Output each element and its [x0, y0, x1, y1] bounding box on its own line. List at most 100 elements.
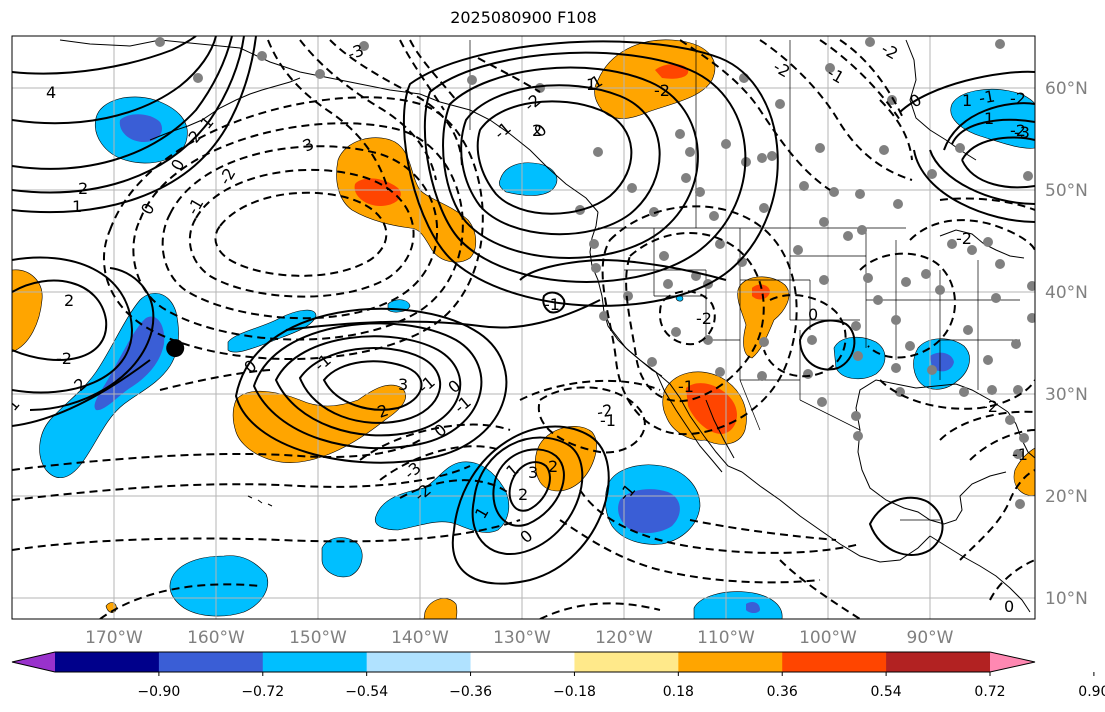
shading-positive — [12, 39, 1035, 619]
map-panel: 4 2 1 0 -2 -3 2 1 0 -1 2 -2 1 2 3 -2 -1 … — [3, 35, 1088, 648]
colorbar-tick-label: 0.54 — [871, 684, 902, 700]
colorbar-tick-label: −0.72 — [241, 684, 284, 700]
svg-text:3: 3 — [528, 463, 538, 482]
orange-blob-west-edge — [12, 269, 43, 353]
central-america — [929, 535, 1031, 613]
lon-tick-label: 100°W — [799, 628, 857, 648]
red-blob-alaska-north — [655, 64, 689, 79]
svg-text:-1: -1 — [977, 86, 996, 107]
svg-text:-2: -2 — [956, 229, 972, 248]
svg-text:-2: -2 — [56, 349, 72, 368]
colorbar-segment — [55, 652, 160, 672]
colorbar-segment — [158, 652, 264, 672]
svg-text:2: 2 — [532, 121, 542, 140]
red-blob-gulf-alaska — [354, 178, 401, 206]
colorbar-tick-label: −0.90 — [137, 684, 180, 700]
blue-blob-tropic-west — [321, 537, 363, 578]
longitude-tick-labels: 170°W 160°W 150°W 140°W 130°W 120°W 110°W 100°W… — [85, 628, 954, 648]
lon-tick-label: 90°W — [907, 628, 954, 648]
svg-text:-1: -1 — [678, 377, 694, 396]
svg-text:-1: -1 — [1012, 445, 1028, 464]
map-frame — [11, 35, 1036, 620]
lat-tick-label: 20°N — [1045, 487, 1088, 507]
lon-tick-label: 130°W — [493, 628, 551, 648]
colorbar — [11, 651, 1036, 673]
darkblue-blob-baja — [618, 489, 680, 534]
blue-blob-mid-strip — [227, 309, 317, 353]
svg-text:-2: -2 — [982, 397, 998, 416]
svg-text:-3: -3 — [1014, 123, 1030, 142]
aleutian-chain — [149, 77, 301, 141]
colorbar-segment — [678, 652, 783, 672]
colorbar-extend-low — [12, 652, 55, 672]
gulf-coast — [855, 379, 1009, 431]
colorbar-tick-label: 0.72 — [974, 684, 1005, 700]
colorbar-segment — [366, 652, 472, 672]
svg-text:4: 4 — [46, 83, 56, 102]
lat-tick-label: 30°N — [1045, 385, 1088, 405]
baja — [655, 371, 735, 473]
svg-text:0: 0 — [1004, 597, 1014, 616]
svg-text:1: 1 — [3, 395, 24, 415]
svg-text:-2: -2 — [696, 309, 712, 328]
colorbar-tick-label: 0.36 — [767, 684, 798, 700]
colorbar-tick-label: 0.90 — [1078, 684, 1105, 700]
colorbar-outline — [11, 651, 1036, 673]
colorbar-segment — [886, 652, 991, 672]
svg-text:-3: -3 — [345, 40, 366, 63]
colorbar-segment — [782, 652, 887, 672]
map-title: 2025080900 F108 — [450, 8, 597, 27]
svg-text:2: 2 — [548, 457, 558, 476]
lat-tick-label: 10°N — [1045, 589, 1088, 609]
darkblue-blob-southeast — [930, 352, 954, 372]
political-borders — [469, 40, 1020, 521]
mexico-west — [741, 471, 931, 563]
svg-text:-2: -2 — [1010, 121, 1026, 140]
svg-text:1: 1 — [72, 197, 82, 216]
station-dots — [155, 37, 1035, 509]
svg-text:2: 2 — [78, 179, 88, 198]
colorbar-tick-label: −0.18 — [553, 684, 596, 700]
orange-blob-subtropical-low — [232, 384, 406, 463]
lon-tick-label: 140°W — [391, 628, 449, 648]
lon-tick-label: 170°W — [85, 628, 143, 648]
svg-text:1: 1 — [984, 109, 994, 128]
svg-text:0: 0 — [808, 305, 818, 324]
svg-text:3: 3 — [398, 375, 408, 394]
red-blob-southwest-us — [686, 383, 737, 434]
map-content: 4 2 1 0 -2 -3 2 1 0 -1 2 -2 1 2 3 -2 -1 … — [3, 36, 1035, 619]
colorbar-tick-label: −0.36 — [449, 684, 492, 700]
svg-text:-1: -1 — [544, 295, 560, 314]
colorbar-extend-high — [990, 652, 1035, 672]
colorbar-tick-label: 0.18 — [663, 684, 694, 700]
lat-tick-label: 40°N — [1045, 283, 1088, 303]
hawaii — [247, 495, 273, 507]
grid — [12, 36, 1035, 619]
darkblue-blob-south-edge — [746, 602, 760, 613]
svg-text:2: 2 — [64, 291, 74, 310]
lon-tick-label: 120°W — [595, 628, 653, 648]
colorbar-tick-labels: −0.90 −0.72 −0.54 −0.36 −0.18 0.18 0.36 0.54 0.7… — [137, 672, 1105, 700]
svg-text:-2: -2 — [654, 81, 670, 100]
lon-tick-label: 150°W — [289, 628, 347, 648]
contours-dashed — [12, 39, 1035, 619]
california-coast — [603, 311, 743, 473]
lat-tick-label: 60°N — [1045, 79, 1088, 99]
svg-text:2: 2 — [518, 485, 528, 504]
colorbar-segment — [470, 652, 575, 672]
svg-text:-1: -1 — [600, 411, 616, 430]
point-marker — [166, 339, 185, 358]
lon-tick-label: 160°W — [187, 628, 245, 648]
svg-text:-2: -2 — [595, 400, 614, 421]
colorbar-segment — [262, 652, 368, 672]
svg-text:1: 1 — [586, 75, 596, 94]
svg-text:1: 1 — [962, 91, 972, 110]
contours-solid — [12, 36, 1035, 585]
colorbar-tick-label: −0.54 — [345, 684, 388, 700]
blue-blob-tropic-sw — [169, 555, 268, 617]
orange-blob-gulf-alaska — [336, 137, 477, 263]
colorbar-segment — [574, 652, 679, 672]
lon-tick-label: 110°W — [697, 628, 755, 648]
lat-tick-label: 50°N — [1045, 181, 1088, 201]
